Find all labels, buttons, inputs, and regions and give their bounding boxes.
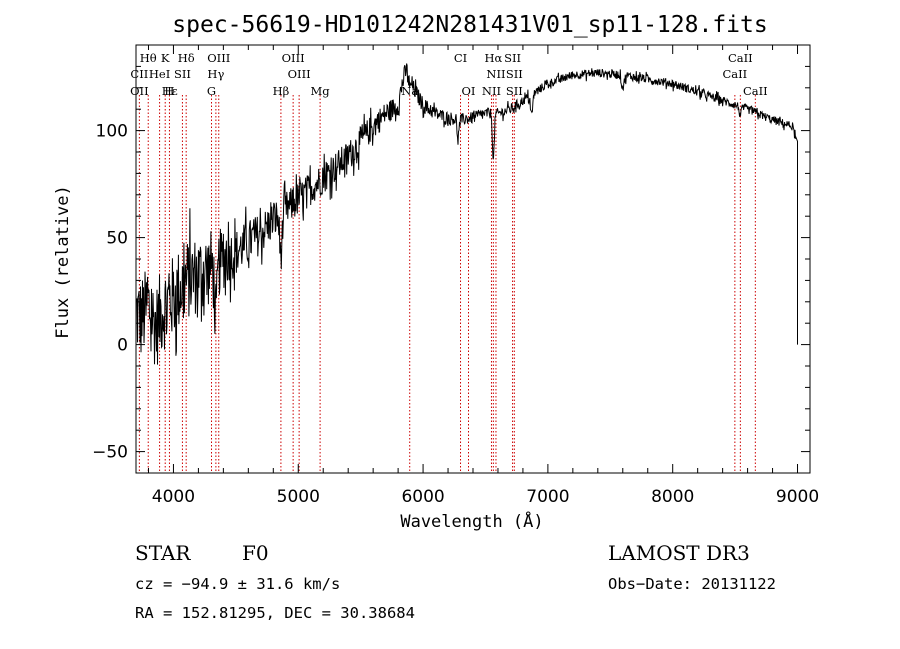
y-tick-label: −50: [92, 443, 128, 463]
marker-label: Hβ: [273, 84, 290, 98]
marker-label: OIII: [207, 51, 230, 65]
marker-label: HeI: [149, 67, 170, 81]
marker-label: OI: [462, 84, 476, 98]
marker-label: CII: [130, 67, 148, 81]
y-tick-label: 0: [117, 336, 128, 356]
marker-label: Hθ: [140, 51, 157, 65]
marker-label: SII: [506, 67, 523, 81]
marker-label: Hδ: [178, 51, 195, 65]
x-axis-label: Wavelength (Å): [400, 510, 543, 532]
marker-label: G: [207, 84, 216, 98]
marker-label: NII: [482, 84, 501, 98]
x-tick-label: 7000: [526, 487, 569, 507]
marker-label: Hγ: [207, 67, 224, 81]
marker-label: SII: [174, 67, 191, 81]
marker-label: CaII: [728, 51, 753, 65]
marker-label: OIII: [282, 51, 305, 65]
axis-ticks: [136, 44, 810, 474]
marker-label: OIII: [288, 67, 311, 81]
y-axis-label: Flux (relative): [53, 185, 73, 339]
marker-label: OII: [130, 84, 149, 98]
object-subclass: F0: [242, 541, 269, 565]
y-tick-label: 100: [96, 122, 128, 142]
axis-tick-labels: 4000 5000 6000 7000 8000 9000 −50 0 50 100: [92, 122, 819, 507]
marker-label: Mg: [311, 84, 331, 98]
marker-label: Hα: [484, 51, 502, 65]
marker-label: CaII: [743, 84, 768, 98]
survey-name: LAMOST DR3: [608, 541, 750, 565]
observation-date: Obs−Date: 20131122: [608, 575, 776, 593]
coordinates: RA = 152.81295, DEC = 30.38684: [135, 604, 415, 622]
marker-label: CaII: [722, 67, 747, 81]
marker-lines: [138, 95, 756, 473]
marker-label: H: [164, 84, 174, 98]
x-tick-label: 9000: [776, 487, 819, 507]
marker-label: CI: [454, 51, 467, 65]
spectrum-series-line: [135, 63, 798, 365]
marker-label: K: [161, 51, 170, 65]
x-tick-label: 5000: [277, 487, 320, 507]
object-class: STAR: [135, 541, 191, 565]
y-tick-label: 50: [106, 229, 128, 249]
marker-label: SII: [504, 51, 521, 65]
x-tick-label: 6000: [401, 487, 444, 507]
redshift-cz: cz = −94.9 ± 31.6 km/s: [135, 575, 340, 593]
marker-label: NII: [486, 67, 505, 81]
marker-label: Hε: [162, 84, 178, 98]
x-tick-label: 4000: [152, 487, 195, 507]
marker-label: SII: [506, 84, 523, 98]
x-tick-label: 8000: [651, 487, 694, 507]
chart-title: spec-56619-HD101242N281431V01_sp11-128.f…: [172, 12, 767, 38]
